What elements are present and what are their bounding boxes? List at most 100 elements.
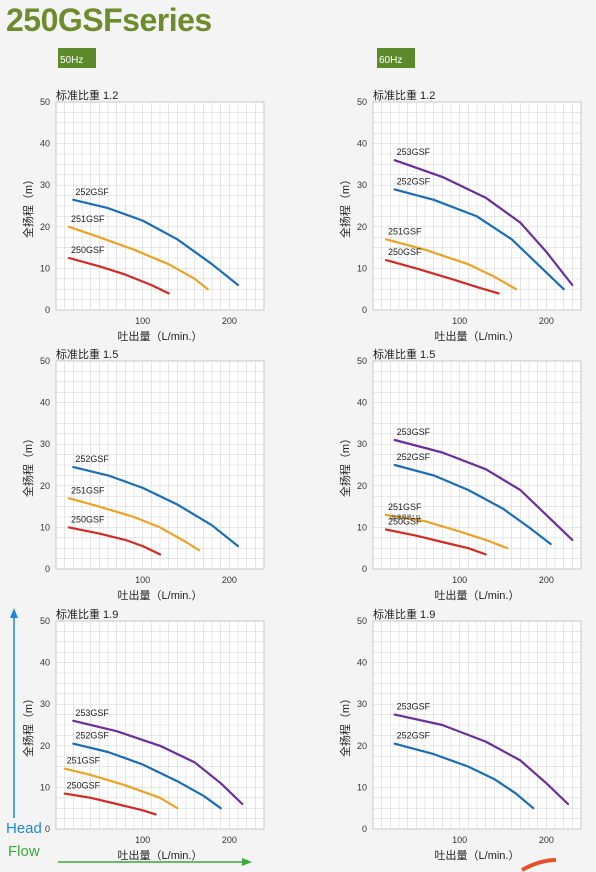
y-axis-label: 全扬程（m） [338, 433, 352, 497]
chart-title: 标准比重 1.5 [373, 347, 435, 361]
y-tick-label: 20 [40, 222, 50, 232]
series-label-250GSF: 250GSF [71, 245, 105, 255]
grid [373, 102, 581, 310]
series-label-251GSF: 251GSF [388, 502, 422, 512]
x-tick-label: 200 [539, 316, 554, 326]
series-line-253GSF [393, 438, 574, 541]
series-label-250GSF: 250GSF [71, 514, 105, 524]
y-tick-label: 30 [40, 180, 50, 190]
series-label-251GSF: 251GSF [388, 226, 422, 236]
series-line-250GSF [67, 256, 170, 295]
series-line-253GSF [393, 159, 574, 287]
y-tick-label: 0 [362, 564, 367, 574]
chart-50hz-sg-1-2: 标准比重 1.2 10 20 30 40 50 0 100 200 吐出量（L/min.） 全扬程（… [20, 86, 310, 348]
y-axis-label: 全扬程（m） [21, 433, 35, 497]
series-line-251GSF [67, 497, 201, 552]
series-line-252GSF [393, 742, 535, 810]
y-tick-label: 40 [357, 398, 367, 408]
chart-svg: 标准比重 1.5 10 20 30 40 50 0 100 200 吐出量（L/min.） 全扬程（… [21, 347, 265, 602]
series-line-252GSF [72, 198, 240, 287]
x-tick-label: 100 [452, 316, 467, 326]
y-tick-label: 50 [40, 97, 50, 107]
chart-svg: 标准比重 1.2 10 20 30 40 50 0 100 200 吐出量（L/min.） 全扬程（… [338, 88, 582, 343]
x-tick-label: 200 [222, 835, 237, 845]
y-tick-label: 50 [357, 616, 367, 626]
y-tick-label: 10 [357, 522, 367, 532]
x-tick-label: 200 [539, 835, 554, 845]
series-line-250GSF [384, 528, 487, 556]
y-tick-label: 30 [40, 439, 50, 449]
chart-60hz-sg-1-2: 标准比重 1.2 10 20 30 40 50 0 100 200 吐出量（L/min.） 全扬程（… [337, 86, 596, 348]
chart-title: 标准比重 1.9 [56, 607, 118, 621]
y-tick-label: 10 [357, 263, 367, 273]
x-tick-label: 100 [135, 835, 150, 845]
y-tick-label: 10 [357, 782, 367, 792]
y-tick-label: 20 [40, 741, 50, 751]
chart-title: 标准比重 1.2 [56, 88, 118, 102]
series-label-253GSF: 253GSF [397, 147, 431, 157]
flow-arrow-icon [58, 858, 252, 866]
series-label-251GSF: 251GSF [71, 485, 105, 495]
series-line-250GSF [384, 259, 500, 295]
series-line-251GSF [67, 225, 209, 291]
series-label-252GSF: 252GSF [75, 187, 109, 197]
y-tick-label: 20 [357, 481, 367, 491]
chart-60hz-sg-1-9: 标准比重 1.9 10 20 30 40 50 0 100 200 吐出量（L/min.） 全扬程（… [337, 605, 596, 867]
chart-svg: 标准比重 1.9 10 20 30 40 50 0 100 200 吐出量（L/min.） 全扬程（… [21, 607, 265, 862]
series-line-251GSF [63, 767, 179, 810]
y-tick-label: 10 [40, 522, 50, 532]
y-axis-label: 全扬程（m） [338, 174, 352, 238]
x-axis-label: 吐出量（L/min.） [118, 329, 203, 343]
chart-svg: 标准比重 1.9 10 20 30 40 50 0 100 200 吐出量（L/min.） 全扬程（… [338, 607, 582, 862]
x-axis-label: 吐出量（L/min.） [435, 329, 520, 343]
series-label-251GSF: 251GSF [71, 214, 105, 224]
chart-title: 标准比重 1.9 [373, 607, 435, 621]
x-tick-label: 100 [452, 835, 467, 845]
series-label-252GSF: 252GSF [75, 731, 109, 741]
series-line-252GSF [393, 188, 565, 291]
chart-50hz-sg-1-5: 标准比重 1.5 10 20 30 40 50 0 100 200 吐出量（L/min.） 全扬程（… [20, 345, 310, 607]
y-tick-label: 20 [357, 741, 367, 751]
series-label-252GSF: 252GSF [397, 452, 431, 462]
y-tick-label: 30 [40, 699, 50, 709]
series-line-251GSF [384, 238, 518, 291]
series-label-252GSF: 252GSF [397, 731, 431, 741]
x-tick-label: 100 [452, 575, 467, 585]
y-axis-label: 全扬程（m） [338, 693, 352, 757]
corner-swoosh-icon [521, 858, 557, 872]
x-tick-label: 100 [135, 575, 150, 585]
x-tick-label: 200 [539, 575, 554, 585]
y-tick-label: 30 [357, 439, 367, 449]
x-axis-label: 吐出量（L/min.） [118, 848, 203, 862]
head-arrow-icon [10, 608, 18, 818]
series-label-252GSF: 252GSF [75, 454, 109, 464]
grid [56, 102, 264, 310]
series-line-250GSF [63, 792, 157, 816]
y-tick-label: 10 [40, 782, 50, 792]
y-tick-label: 0 [45, 564, 50, 574]
chart-svg: 标准比重 1.5 10 20 30 40 50 0 100 200 吐出量（L/min.） 全扬程（… [338, 347, 582, 602]
y-tick-label: 0 [362, 305, 367, 315]
series-line-252GSF [72, 466, 240, 548]
grid [373, 621, 581, 829]
y-tick-label: 40 [357, 139, 367, 149]
series-line-250GSF [67, 526, 162, 556]
series-line-252GSF [72, 742, 222, 810]
series-label-251GSF: 251GSF [67, 756, 101, 766]
series-label-250GSF: 250GSF [388, 247, 422, 257]
chart-svg: 标准比重 1.2 10 20 30 40 50 0 100 200 吐出量（L/min.） 全扬程（… [21, 88, 265, 343]
series-label-250GSF: 250GSF [388, 516, 422, 526]
y-tick-label: 10 [40, 263, 50, 273]
head-label: Head [6, 820, 42, 837]
series-line-253GSF [72, 719, 244, 806]
x-tick-label: 100 [135, 316, 150, 326]
grid [56, 361, 264, 569]
y-axis-label: 全扬程（m） [21, 174, 35, 238]
series-line-252GSF [393, 463, 552, 546]
badge-60hz: 60Hz [377, 48, 415, 68]
series-label-252GSF: 252GSF [397, 176, 431, 186]
y-tick-label: 50 [40, 356, 50, 366]
y-tick-label: 0 [45, 305, 50, 315]
y-tick-label: 50 [357, 356, 367, 366]
x-axis-label: 吐出量（L/min.） [435, 848, 520, 862]
